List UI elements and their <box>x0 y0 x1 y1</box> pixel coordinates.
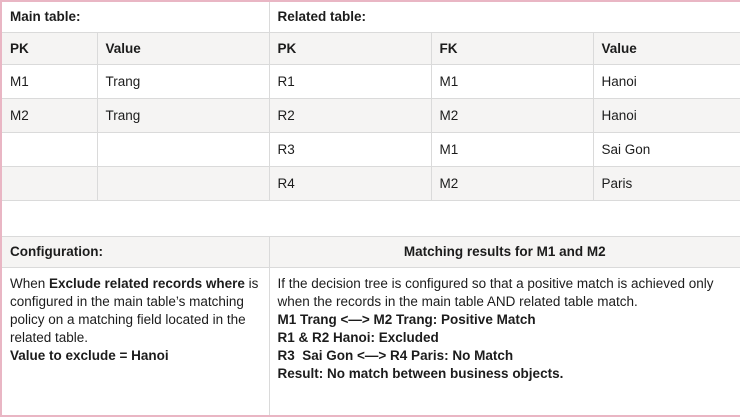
main-value-header: Value <box>96 31 270 65</box>
main-pk-cell-empty <box>0 131 98 167</box>
related-pk-header: PK <box>268 31 432 65</box>
config-bold-segment: Exclude related records where <box>49 275 245 291</box>
main-value-cell-empty <box>96 131 270 167</box>
main-value-cell: Trang <box>96 97 270 133</box>
related-fk-cell: M1 <box>430 63 594 99</box>
value-to-exclude-line: Value to exclude = Hanoi <box>10 347 169 363</box>
main-pk-cell-empty <box>0 165 98 201</box>
table-row: R3 M1 Sai Gon <box>0 131 740 167</box>
related-value-header: Value <box>592 31 740 65</box>
related-fk-cell: M2 <box>430 97 594 133</box>
config-text-segment: When <box>10 275 50 291</box>
related-value-cell: Hanoi <box>592 63 740 99</box>
main-table-title: Main table: <box>0 0 270 33</box>
related-fk-header: FK <box>430 31 594 65</box>
main-pk-cell: M1 <box>0 63 98 99</box>
result-line: M1 Trang <—> M2 Trang: Positive Match <box>277 311 536 327</box>
related-fk-cell: M1 <box>430 131 594 167</box>
related-value-cell: Sai Gon <box>592 131 740 167</box>
table-row: M1 Trang R1 M1 Hanoi <box>0 63 740 99</box>
results-title: Matching results for M1 and M2 <box>268 235 740 268</box>
spacer-row <box>0 199 740 237</box>
table-row-headers: PK Value PK FK Value <box>0 31 740 65</box>
related-value-cell: Paris <box>592 165 740 201</box>
related-pk-cell: R3 <box>268 131 432 167</box>
result-line: Result: No match between business object… <box>277 365 564 381</box>
table-row-titles: Main table: Related table: <box>0 0 740 33</box>
related-table-title: Related table: <box>268 0 740 33</box>
config-text-segment: is configured in the main table’s matchi… <box>10 275 259 345</box>
related-pk-cell: R4 <box>268 165 432 201</box>
configuration-text: When Exclude related records where is co… <box>0 266 270 417</box>
configuration-paragraph: When Exclude related records where is co… <box>10 275 261 347</box>
main-value-cell: Trang <box>96 63 270 99</box>
results-intro: If the decision tree is configured so th… <box>277 275 714 309</box>
results-text: If the decision tree is configured so th… <box>268 266 740 417</box>
result-line: R1 & R2 Hanoi: Excluded <box>277 329 439 345</box>
spacer-cell <box>0 199 740 237</box>
related-pk-cell: R2 <box>268 97 432 133</box>
section-header-row: Configuration: Matching results for M1 a… <box>0 235 740 268</box>
table-row: M2 Trang R2 M2 Hanoi <box>0 97 740 133</box>
result-line: R3 Sai Gon <—> R4 Paris: No Match <box>277 347 514 363</box>
related-pk-cell: R1 <box>268 63 432 99</box>
explanation-row: When Exclude related records where is co… <box>0 266 740 417</box>
related-value-cell: Hanoi <box>592 97 740 133</box>
table-row: R4 M2 Paris <box>0 165 740 201</box>
configuration-title: Configuration: <box>0 235 270 268</box>
main-pk-header: PK <box>0 31 98 65</box>
related-fk-cell: M2 <box>430 165 594 201</box>
main-pk-cell: M2 <box>0 97 98 133</box>
main-value-cell-empty <box>96 165 270 201</box>
